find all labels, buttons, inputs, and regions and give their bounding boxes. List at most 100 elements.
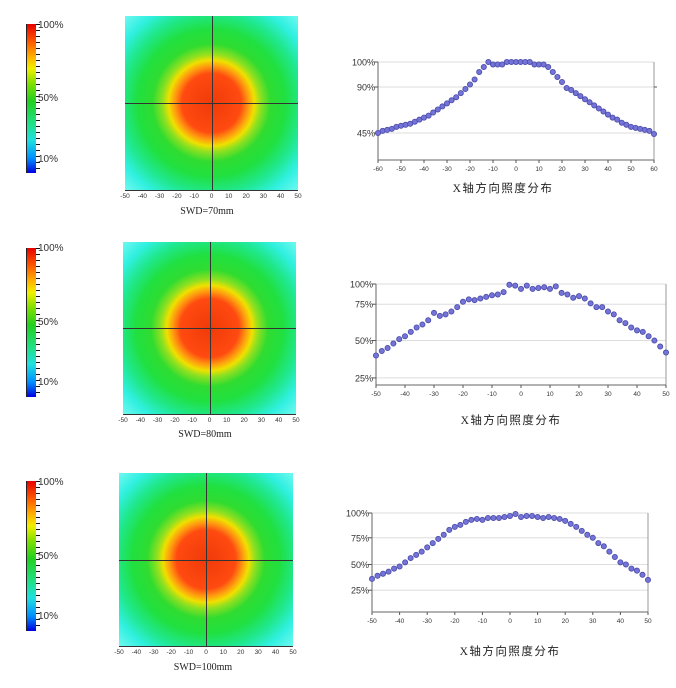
data-point [443,100,450,107]
data-point [471,297,478,304]
data-point [483,293,490,300]
y-tick-label: 75% [351,533,369,543]
x-tick-label: 0 [519,391,523,398]
y-tick-label: 100% [346,509,369,519]
data-point [534,513,541,520]
data-point [424,544,431,551]
data-point [584,531,591,538]
data-point [484,514,491,521]
data-point [547,285,554,292]
data-point [407,555,414,562]
irradiance-heatmap: -50 -40 -30 -20 -10 0 10 20 30 40 50 [114,473,297,656]
data-point [442,311,449,318]
crosshair-horizontal [123,328,296,329]
data-point [374,572,381,579]
y-tick-label: 45% [357,128,375,138]
data-point [564,291,571,298]
data-point [372,352,379,359]
y-tick-label: 75% [355,300,373,310]
x-tick-label: -40 [395,618,405,625]
x-tick-label: -20 [458,391,468,398]
data-point [390,340,397,347]
x-tick-label: 20 [575,391,583,398]
x-tick-label: -50 [371,391,381,398]
x-tick-label: 60 [650,166,658,173]
heatmap-x-tick-label: 20 [242,193,250,200]
heatmap-caption: SWD=80mm [178,429,232,440]
colorbar-label-10: 10% [38,377,59,388]
x-tick-label: -10 [488,166,498,173]
x-tick-label: 0 [508,618,512,625]
data-point [606,548,613,555]
heatmap-x-tick-label: 0 [209,193,214,200]
x-tick-label: 30 [589,618,597,625]
data-point [523,512,530,519]
y-tick-label: 50% [355,336,373,346]
data-point [581,295,588,302]
heatmap-x-tick-label: 40 [275,417,283,424]
data-point [413,324,420,331]
data-point [634,327,641,334]
data-point [512,282,519,289]
y-tick-label: 25% [355,373,373,383]
data-point [614,116,621,123]
data-point [611,553,618,560]
heatmap-x-tick-label: 20 [237,649,245,656]
colorbar [26,481,40,631]
data-point [453,94,460,101]
colorbar-label-10: 10% [38,611,59,622]
colorbar-label-100: 100% [38,243,64,254]
data-point [462,86,469,93]
x-tick-label: 0 [514,166,518,173]
data-point [541,284,548,291]
data-point [593,304,600,311]
data-point [494,291,501,298]
x-tick-label: 20 [558,166,566,173]
data-point [368,575,375,582]
data-point [425,112,432,119]
data-point [523,282,530,289]
y-tick-label: 100% [350,280,373,290]
x-tick-label: -40 [419,166,429,173]
data-point [385,568,392,575]
data-point [540,514,547,521]
x-tick-label: -50 [396,166,406,173]
heatmap-x-tick-label: 10 [225,193,233,200]
heatmap-x-axis: -50 -40 -30 -20 -10 0 10 20 30 40 50 [118,414,300,425]
heatmap-caption: SWD=100mm [173,662,233,673]
data-point [401,333,408,340]
data-point [610,311,617,318]
data-point [429,540,436,547]
data-point [617,559,624,566]
x-tick-label: -10 [478,618,488,625]
heatmap-x-tick-label: -40 [137,193,147,200]
data-point [454,304,461,311]
data-point [451,523,458,530]
data-point [419,321,426,328]
line-chart: 100% 75% 50% 25% -50 -40 -30 -20 -10 0 10 20 30 40 50 [346,509,652,626]
heatmap-x-tick-label: 0 [207,417,212,424]
heatmap-x-tick-label: -50 [114,649,124,656]
data-point [657,343,664,350]
data-point [558,289,565,296]
heatmap-x-tick-label: 20 [240,417,248,424]
data-point [639,328,646,335]
data-point [570,294,577,301]
data-point [529,512,536,519]
x-tick-label: 30 [604,391,612,398]
data-point [473,515,480,522]
x-tick-label: 50 [644,618,652,625]
line-chart: 100% 75% 50% 25% -50 -40 -30 -20 -10 0 10 20 30 40 50 [350,280,670,399]
x-tick-label: -30 [442,166,452,173]
data-point [430,109,437,116]
data-point [582,96,589,103]
colorbar-label-100: 100% [38,477,64,488]
colorbar [26,24,40,173]
data-point [559,78,566,85]
y-tick-label: 25% [351,586,369,596]
chart-title: X轴方向照度分布 [452,183,554,195]
data-point [391,565,398,572]
heatmap-x-tick-label: -20 [172,193,182,200]
data-point [476,68,483,75]
